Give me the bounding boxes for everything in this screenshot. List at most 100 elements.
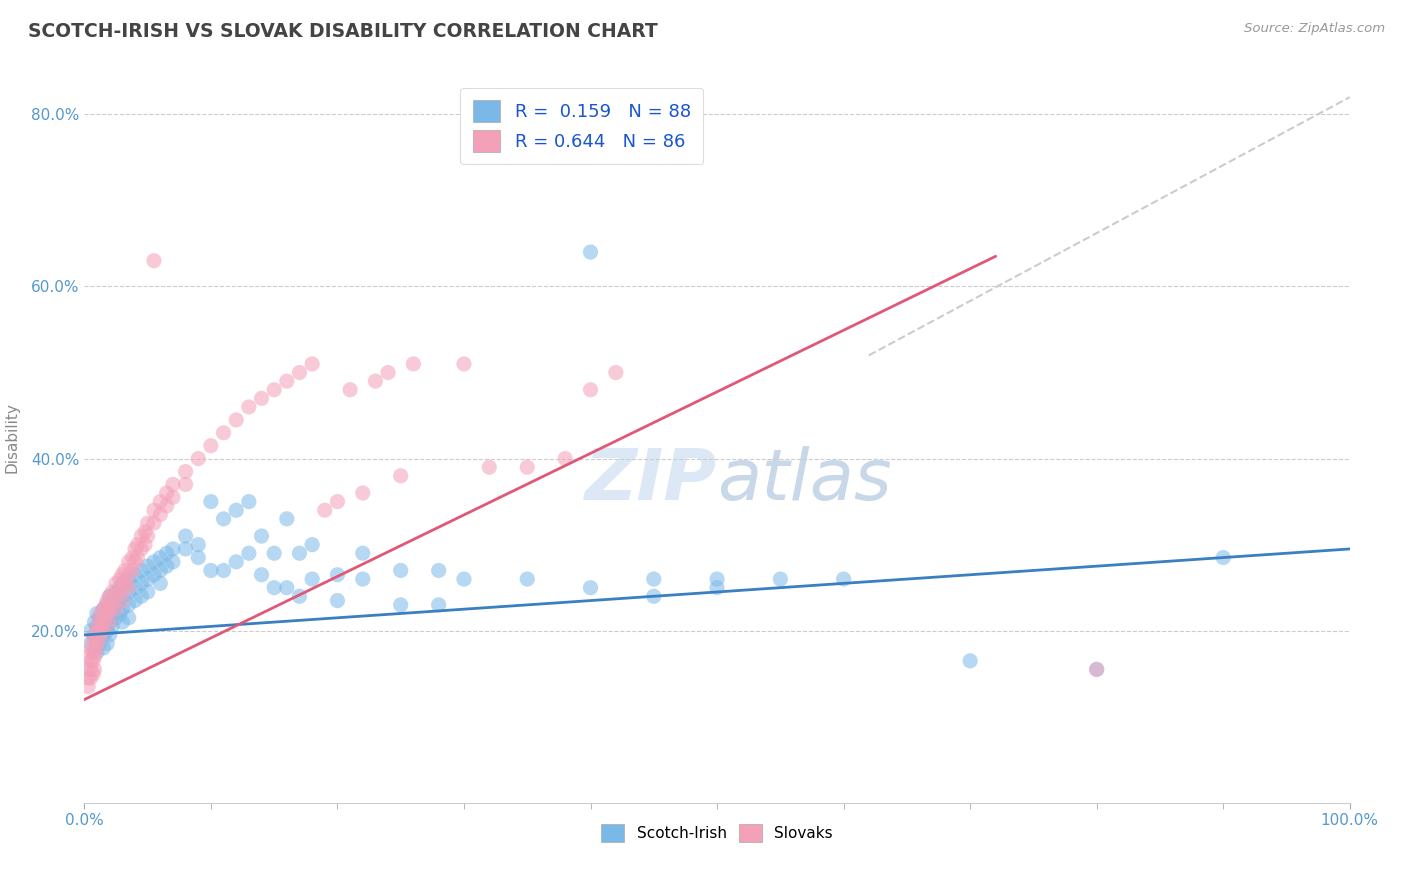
Point [453, 357, 475, 371]
Point [276, 512, 298, 526]
Point [288, 589, 311, 603]
Point [101, 585, 124, 599]
Point [250, 529, 273, 543]
Point [238, 546, 260, 560]
Point [111, 576, 134, 591]
Point [90, 619, 112, 633]
Point [288, 366, 311, 380]
Point [579, 581, 602, 595]
Point [174, 465, 197, 479]
Point [83, 615, 105, 629]
Point [86, 640, 108, 655]
Point [79, 637, 103, 651]
Point [118, 567, 141, 582]
Point [118, 585, 141, 599]
Point [389, 598, 412, 612]
Point [108, 581, 131, 595]
Point [108, 572, 131, 586]
Point [121, 550, 143, 565]
Point [225, 555, 247, 569]
Point [174, 541, 197, 556]
Point [82, 666, 104, 681]
Point [114, 576, 136, 591]
Point [118, 572, 141, 586]
Point [124, 581, 146, 595]
Point [200, 564, 222, 578]
Point [162, 477, 184, 491]
Point [86, 645, 108, 659]
Legend: Scotch-Irish, Slovaks: Scotch-Irish, Slovaks [593, 816, 841, 850]
Point [129, 564, 153, 578]
Point [83, 628, 105, 642]
Point [105, 589, 127, 603]
Point [129, 589, 153, 603]
Point [516, 460, 538, 475]
Point [83, 662, 105, 676]
Point [136, 585, 159, 599]
Point [149, 508, 172, 522]
Point [108, 607, 131, 621]
Point [111, 581, 134, 595]
Point [155, 546, 177, 560]
Point [105, 598, 127, 612]
Point [516, 572, 538, 586]
Point [98, 615, 121, 629]
Point [111, 615, 134, 629]
Point [155, 559, 177, 574]
Point [326, 494, 349, 508]
Point [129, 529, 153, 543]
Point [187, 550, 209, 565]
Point [250, 392, 273, 406]
Point [143, 555, 166, 569]
Point [143, 253, 166, 268]
Point [124, 541, 146, 556]
Point [118, 581, 141, 595]
Point [288, 546, 311, 560]
Point [352, 572, 374, 586]
Point [118, 598, 141, 612]
Point [427, 598, 450, 612]
Point [1085, 662, 1108, 676]
Point [118, 555, 141, 569]
Point [94, 598, 117, 612]
Point [276, 581, 298, 595]
Point [643, 572, 665, 586]
Point [212, 512, 235, 526]
Point [187, 451, 209, 466]
Point [96, 637, 118, 651]
Point [79, 624, 103, 638]
Point [118, 611, 141, 625]
Point [769, 572, 792, 586]
Point [579, 245, 602, 260]
Point [82, 645, 104, 659]
Point [93, 640, 115, 655]
Point [155, 486, 177, 500]
Point [1212, 550, 1234, 565]
Point [352, 546, 374, 560]
Point [149, 494, 172, 508]
Point [108, 585, 131, 599]
Point [98, 589, 121, 603]
Point [105, 585, 127, 599]
Point [98, 602, 121, 616]
Point [238, 494, 260, 508]
Point [93, 628, 115, 642]
Point [301, 572, 323, 586]
Y-axis label: Disability: Disability [4, 401, 20, 473]
Point [200, 494, 222, 508]
Point [225, 503, 247, 517]
Point [93, 602, 115, 616]
Point [114, 564, 136, 578]
Point [98, 615, 121, 629]
Point [89, 611, 111, 625]
Point [276, 374, 298, 388]
Point [105, 602, 127, 616]
Point [143, 516, 166, 530]
Point [263, 383, 285, 397]
Point [79, 662, 103, 676]
Point [364, 374, 387, 388]
Point [83, 649, 105, 664]
Point [314, 503, 336, 517]
Point [105, 611, 127, 625]
Point [94, 611, 117, 625]
